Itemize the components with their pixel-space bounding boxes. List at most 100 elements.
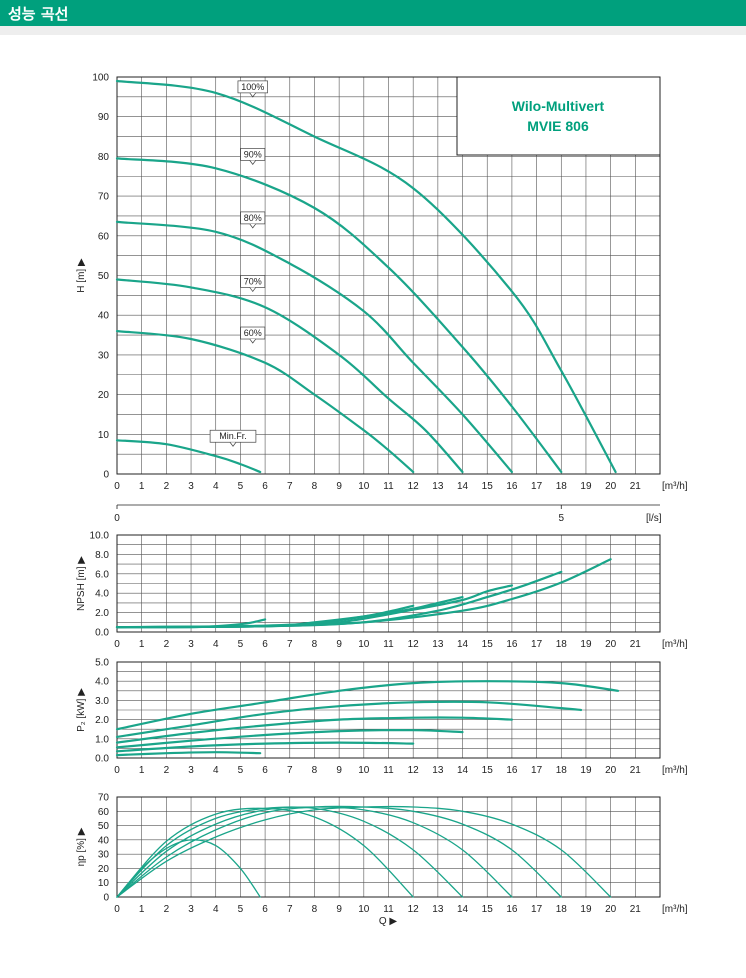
power-series-line-2 — [115, 700, 583, 738]
efficiency-x-tick-label: 7 — [287, 904, 293, 915]
head-secondary-unit: [l/s] — [646, 513, 662, 524]
power-x-tick-label: 6 — [262, 765, 268, 776]
power-y-tick-label: 0.0 — [95, 754, 109, 765]
efficiency-y-tick-label: 0 — [103, 893, 109, 904]
head-series-label-pointer-5 — [249, 338, 257, 344]
head-x-tick-label: 16 — [506, 481, 518, 492]
npsh-series-line-6 — [115, 618, 267, 629]
npsh-x-tick-label: 15 — [482, 639, 494, 650]
head-series-label-2: 90% — [244, 149, 262, 159]
efficiency-series-line-6 — [116, 839, 261, 898]
head-x-tick-label: 7 — [287, 481, 293, 492]
head-x-tick-label: 1 — [139, 481, 145, 492]
power-x-tick-label: 18 — [556, 765, 568, 776]
head-series-label-pointer-4 — [249, 287, 257, 292]
npsh-x-tick-label: 4 — [213, 639, 219, 650]
npsh-x-unit: [m³/h] — [662, 639, 688, 650]
efficiency-x-tick-label: 2 — [164, 904, 170, 915]
head-x-tick-label: 13 — [432, 481, 444, 492]
npsh-plot-frame — [116, 534, 661, 633]
power-x-tick-label: 21 — [630, 765, 642, 776]
header-bar: 성능 곡선 — [0, 0, 746, 26]
npsh-x-tick-label: 13 — [432, 639, 444, 650]
head-series-label-pointer-6 — [229, 442, 237, 447]
power-x-tick-label: 10 — [358, 765, 370, 776]
efficiency-x-tick-label: 4 — [213, 904, 219, 915]
head-x-tick-label: 21 — [630, 481, 642, 492]
efficiency-x-tick-label: 10 — [358, 904, 370, 915]
head-y-tick-label: 100 — [92, 73, 109, 84]
head-x-tick-label: 15 — [482, 481, 494, 492]
efficiency-plot-frame — [116, 796, 661, 898]
npsh-x-tick-label: 21 — [630, 639, 642, 650]
power-x-tick-label: 5 — [238, 765, 244, 776]
npsh-x-tick-label: 11 — [383, 639, 394, 650]
power-x-tick-label: 13 — [432, 765, 444, 776]
head-series-label-3: 80% — [244, 213, 262, 223]
efficiency-x-tick-label: 11 — [383, 904, 394, 915]
head-x-tick-label: 9 — [336, 481, 342, 492]
npsh-x-tick-label: 8 — [312, 639, 318, 650]
head-title-line2: MVIE 806 — [527, 118, 589, 134]
efficiency-y-tick-label: 40 — [98, 835, 110, 846]
head-x-tick-label: 3 — [188, 481, 194, 492]
head-y-tick-label: 0 — [103, 470, 109, 481]
efficiency-x-tick-label: 9 — [336, 904, 342, 915]
power-y-tick-label: 1.0 — [95, 734, 109, 745]
head-x-tick-label: 18 — [556, 481, 568, 492]
power-series-line-4 — [115, 729, 464, 749]
efficiency-x-tick-label: 19 — [580, 904, 592, 915]
npsh-x-tick-label: 5 — [238, 639, 244, 650]
npsh-x-tick-label: 20 — [605, 639, 617, 650]
efficiency-x-tick-label: 0 — [114, 904, 120, 915]
efficiency-q-axis-label: Q ▶ — [379, 916, 398, 927]
header-divider — [0, 26, 746, 35]
head-series-line-1 — [115, 79, 617, 474]
npsh-y-tick-label: 6.0 — [95, 569, 109, 580]
efficiency-x-tick-label: 8 — [312, 904, 318, 915]
head-series-label-pointer-2 — [249, 160, 257, 165]
efficiency-series-line-2 — [116, 805, 562, 898]
head-x-tick-label: 17 — [531, 481, 543, 492]
head-series-label-pointer-1 — [249, 92, 257, 98]
power-y-tick-label: 2.0 — [95, 715, 109, 726]
efficiency-x-tick-label: 13 — [432, 904, 444, 915]
head-series-label-4: 70% — [244, 276, 262, 286]
power-x-tick-label: 1 — [139, 765, 145, 776]
power-y-tick-label: 4.0 — [95, 677, 109, 688]
head-y-tick-label: 10 — [98, 430, 110, 441]
efficiency-x-tick-label: 5 — [238, 904, 244, 915]
head-x-tick-label: 19 — [580, 481, 592, 492]
head-series-line-5 — [115, 330, 415, 474]
npsh-x-tick-label: 16 — [506, 639, 518, 650]
efficiency-x-tick-label: 12 — [408, 904, 420, 915]
power-x-tick-label: 11 — [383, 765, 394, 776]
head-title-line1: Wilo-Multivert — [512, 98, 605, 114]
npsh-y-tick-label: 4.0 — [95, 589, 109, 600]
npsh-x-tick-label: 0 — [114, 639, 120, 650]
npsh-y-tick-label: 8.0 — [95, 550, 109, 561]
efficiency-x-tick-label: 14 — [457, 904, 469, 915]
efficiency-y-tick-label: 60 — [98, 807, 110, 818]
power-x-tick-label: 19 — [580, 765, 592, 776]
power-y-tick-label: 5.0 — [95, 658, 109, 669]
efficiency-series-line-3 — [116, 806, 513, 898]
power-x-unit: [m³/h] — [662, 765, 688, 776]
npsh-x-tick-label: 19 — [580, 639, 592, 650]
efficiency-y-tick-label: 30 — [98, 850, 110, 861]
npsh-x-tick-label: 6 — [262, 639, 268, 650]
head-y-tick-label: 90 — [98, 112, 110, 123]
power-x-tick-label: 2 — [164, 765, 170, 776]
head-x-tick-label: 6 — [262, 481, 268, 492]
head-y-tick-label: 30 — [98, 350, 110, 361]
efficiency-x-tick-label: 21 — [630, 904, 642, 915]
head-series-line-2 — [115, 157, 563, 474]
head-y-tick-label: 20 — [98, 390, 110, 401]
efficiency-series-line-5 — [116, 807, 414, 898]
npsh-y-tick-label: 0.0 — [95, 628, 109, 639]
power-x-tick-label: 17 — [531, 765, 543, 776]
efficiency-series-line-4 — [116, 806, 464, 898]
head-x-tick-label: 4 — [213, 481, 219, 492]
efficiency-y-axis-label: ηp [%] ▶ — [76, 827, 87, 866]
